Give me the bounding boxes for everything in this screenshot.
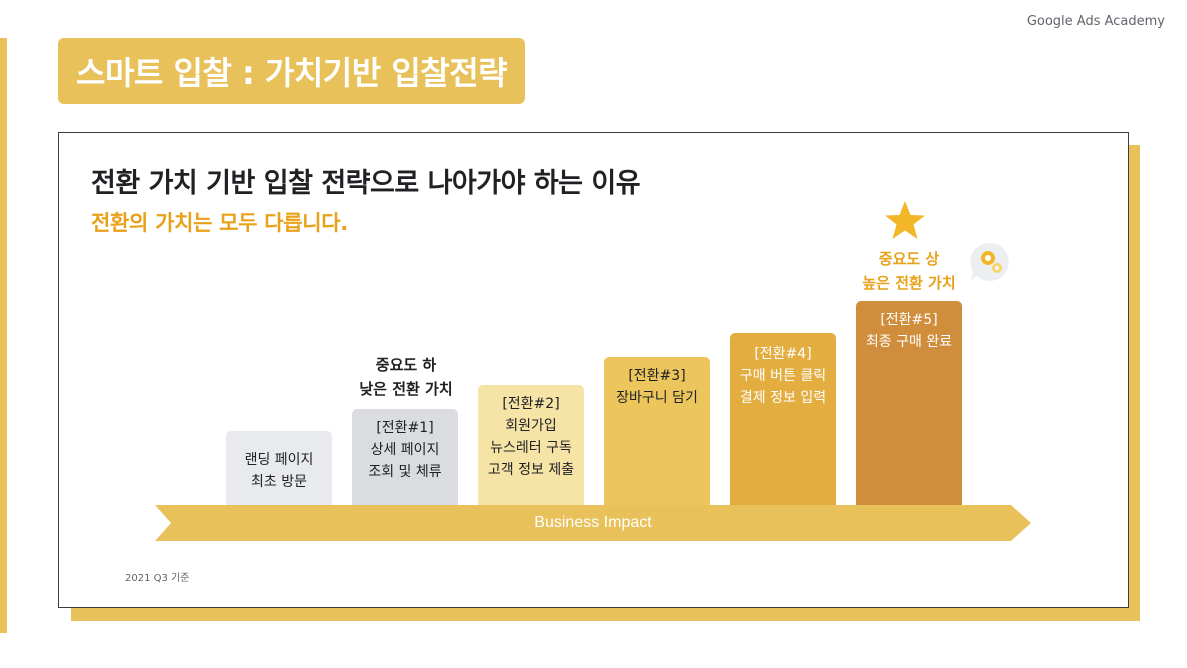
business-impact-arrow [155, 505, 1031, 541]
callout-low-line1: 중요도 하 [375, 356, 437, 374]
brand-logo-text: Google Ads Academy [1026, 14, 1165, 29]
step-text: 고객 정보 제출 [487, 462, 575, 478]
step-text: [전환#4] [754, 346, 812, 362]
step-conversion-1: [전환#1] 상세 페이지 조회 및 체류 [352, 409, 458, 505]
step-text: 뉴스레터 구독 [490, 440, 572, 456]
star-icon [885, 201, 925, 239]
step-text: 최초 방문 [251, 474, 307, 490]
callout-high-line1: 중요도 상 [878, 250, 940, 268]
step-text: 랜딩 페이지 [244, 452, 314, 468]
footnote: 2021 Q3 기준 [125, 573, 190, 584]
step-text: [전환#1] [376, 420, 434, 436]
step-conversion-2: [전환#2] 회원가입 뉴스레터 구독 고객 정보 제출 [478, 385, 584, 505]
step-conversion-3: [전환#3] 장바구니 담기 [604, 357, 710, 505]
step-text: 조회 및 체류 [368, 464, 442, 480]
card-subtitle: 전환의 가치는 모두 다릅니다. [91, 211, 348, 235]
step-text: [전환#2] [502, 396, 560, 412]
step-text: 최종 구매 완료 [865, 334, 953, 350]
callout-low-importance: 중요도 하 낮은 전환 가치 [353, 353, 459, 401]
slide-title: 스마트 입찰 : 가치기반 입찰전략 [58, 38, 526, 104]
step-landing: 랜딩 페이지 최초 방문 [226, 431, 332, 505]
step-text: [전환#3] [628, 368, 686, 384]
callout-high-line2: 높은 전환 가치 [862, 274, 956, 292]
gear-bubble-icon [970, 242, 1009, 281]
step-text: 결제 정보 입력 [739, 390, 827, 406]
step-text: 상세 페이지 [370, 442, 440, 458]
step-text: 구매 버튼 클릭 [739, 368, 827, 384]
step-text: 장바구니 담기 [616, 390, 698, 406]
callout-high-importance: 중요도 상 높은 전환 가치 [849, 247, 969, 295]
step-text: 회원가입 [505, 418, 557, 434]
card-title: 전환 가치 기반 입찰 전략으로 나아가야 하는 이유 [91, 168, 641, 199]
step-conversion-4: [전환#4] 구매 버튼 클릭 결제 정보 입력 [730, 333, 836, 505]
business-impact-label: Business Impact [534, 514, 652, 531]
step-conversion-5: [전환#5] 최종 구매 완료 [856, 301, 962, 505]
content-card: 전환 가치 기반 입찰 전략으로 나아가야 하는 이유 전환의 가치는 모두 다… [58, 132, 1129, 608]
callout-low-line2: 낮은 전환 가치 [359, 380, 453, 398]
step-text: [전환#5] [880, 312, 938, 328]
left-accent-bar [0, 38, 7, 633]
